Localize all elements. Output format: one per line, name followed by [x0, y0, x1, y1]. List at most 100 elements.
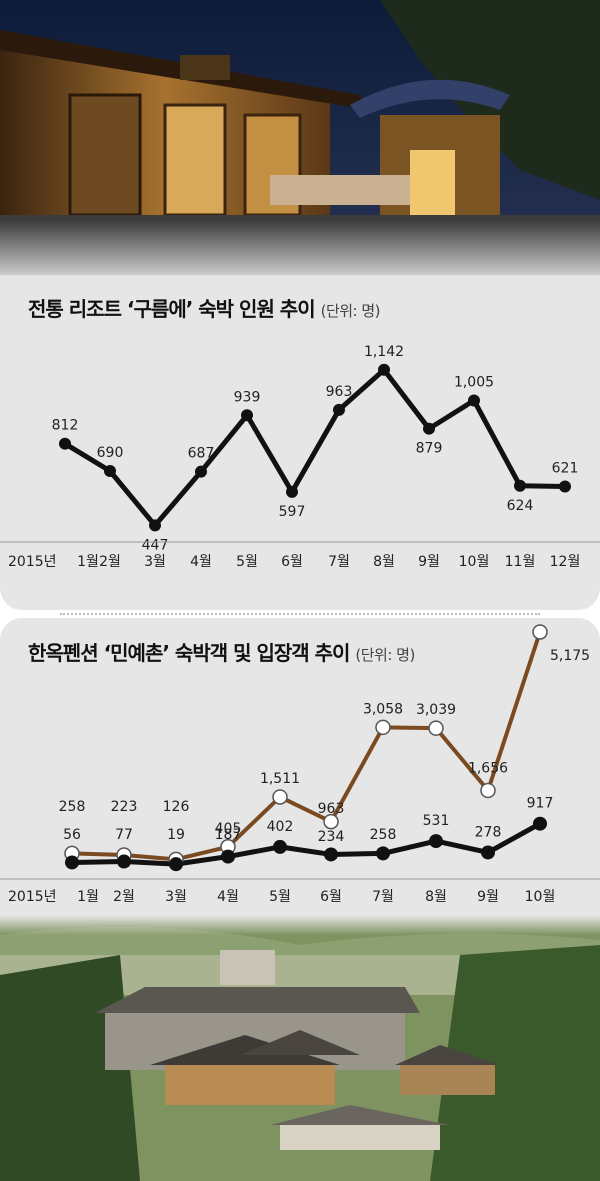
data-label: 812	[52, 418, 79, 434]
data-label: 1,142	[364, 344, 404, 360]
data-point-filled	[169, 857, 183, 872]
data-label-black: 77	[115, 827, 133, 843]
x-tick-label: 12월	[550, 554, 581, 570]
data-label: 624	[507, 498, 534, 514]
data-point-open	[323, 813, 339, 830]
data-label-black: 56	[63, 827, 81, 843]
x-tick-label: 10월	[525, 889, 556, 905]
data-label-black: 402	[267, 819, 294, 835]
data-point	[514, 479, 526, 492]
data-point-open	[428, 720, 444, 736]
data-label: 939	[234, 389, 261, 405]
x-tick-label: 7월	[328, 554, 350, 570]
x-tick-label: 4월	[217, 889, 239, 905]
hanok-village-illustration	[0, 915, 600, 1181]
data-label: 879	[416, 441, 443, 457]
resort-night-illustration	[0, 0, 600, 285]
chart2-unit: (단위: 명)	[355, 646, 415, 664]
data-point-filled	[429, 834, 443, 849]
data-label-black: 19	[167, 827, 185, 843]
year-label: 2015년	[8, 889, 57, 905]
x-tick-label: 1월	[77, 554, 99, 570]
hanok-village-photo	[0, 915, 600, 1181]
x-tick-label: 2월	[113, 889, 135, 905]
chart2-panel	[0, 618, 600, 928]
data-point	[559, 480, 571, 493]
x-tick-label: 9월	[477, 889, 499, 905]
data-label-brown: 963	[318, 801, 345, 817]
chart1-title-text: 전통 리조트 ‘구름에’ 숙박 인원 추이	[28, 297, 316, 321]
series-line-black	[71, 821, 542, 867]
x-tick-label: 8월	[373, 554, 395, 570]
data-point	[423, 422, 435, 435]
data-point	[149, 519, 161, 532]
data-label-brown: 1,656	[468, 760, 508, 776]
data-label-brown: 258	[59, 799, 86, 815]
x-tick-label: 5월	[236, 554, 258, 570]
data-point-filled	[324, 847, 338, 862]
data-point-filled	[65, 855, 79, 870]
x-tick-label: 4월	[190, 554, 212, 570]
data-point	[286, 485, 298, 498]
x-tick-label: 5월	[269, 889, 291, 905]
data-label-brown: 3,058	[363, 701, 403, 717]
chart2-title-text: 한옥펜션 ‘민예촌’ 숙박객 및 입장객 추이	[28, 641, 350, 665]
data-label: 963	[326, 384, 353, 400]
data-point	[378, 363, 390, 376]
data-label-black: 258	[370, 827, 397, 843]
x-tick-label: 7월	[372, 889, 394, 905]
data-point-filled	[481, 845, 495, 860]
data-point-filled	[221, 849, 235, 864]
data-point	[104, 465, 116, 478]
data-point	[241, 409, 253, 422]
data-label-black: 917	[527, 796, 554, 812]
chart1-line-chart: 812 690 447 687 939 597 963 1,142 879 1,005 624 621…	[0, 344, 600, 570]
data-point-open	[272, 789, 288, 805]
data-point	[333, 403, 345, 416]
x-tick-label: 10월	[459, 554, 490, 570]
resort-night-photo	[0, 0, 600, 285]
data-point-filled	[376, 846, 390, 861]
data-label-brown: 1,511	[260, 771, 300, 787]
data-point-open	[532, 624, 548, 640]
data-label: 597	[279, 504, 306, 520]
x-tick-label: 1월	[77, 889, 99, 905]
x-tick-label: 9월	[418, 554, 440, 570]
chart1-unit: (단위: 명)	[320, 302, 381, 320]
x-tick-label: 3월	[144, 554, 166, 570]
data-label-brown: 5,175	[550, 648, 590, 664]
data-label: 1,005	[454, 374, 494, 390]
chart2-line-chart: 258 223 126 405 1,511 963 3,058 3,039 1,656 5,175…	[0, 624, 600, 905]
data-label: 687	[188, 446, 215, 462]
data-point	[59, 437, 71, 450]
chart2-title: 한옥펜션 ‘민예촌’ 숙박객 및 입장객 추이 (단위: 명)	[28, 637, 415, 666]
chart1-title: 전통 리조트 ‘구름에’ 숙박 인원 추이 (단위: 명)	[28, 293, 381, 322]
data-point-filled	[117, 854, 131, 869]
data-label: 447	[142, 537, 169, 553]
x-tick-label: 8월	[425, 889, 447, 905]
series-line	[63, 367, 566, 528]
chart1-panel	[0, 275, 600, 610]
data-label-black: 187	[215, 827, 242, 843]
data-label-black: 234	[318, 829, 345, 845]
data-point	[468, 394, 480, 407]
data-label-brown: 126	[163, 799, 190, 815]
data-label-brown: 3,039	[416, 702, 456, 718]
data-label: 690	[97, 445, 124, 461]
data-point-open	[480, 782, 496, 799]
data-label-brown: 405	[215, 821, 242, 837]
data-point-open	[375, 719, 391, 736]
panel-divider	[60, 613, 540, 615]
x-tick-label: 11월	[505, 554, 536, 570]
data-point-filled	[533, 816, 547, 831]
x-tick-label: 6월	[281, 554, 303, 570]
x-tick-label: 2월	[99, 554, 121, 570]
data-point	[195, 465, 207, 478]
data-label-brown: 223	[111, 799, 138, 815]
x-tick-label: 3월	[165, 889, 187, 905]
data-label-black: 531	[423, 813, 450, 829]
data-label-black: 278	[475, 824, 502, 840]
year-label: 2015년	[8, 554, 57, 570]
x-tick-label: 6월	[320, 889, 342, 905]
series-line-brown	[71, 631, 542, 862]
